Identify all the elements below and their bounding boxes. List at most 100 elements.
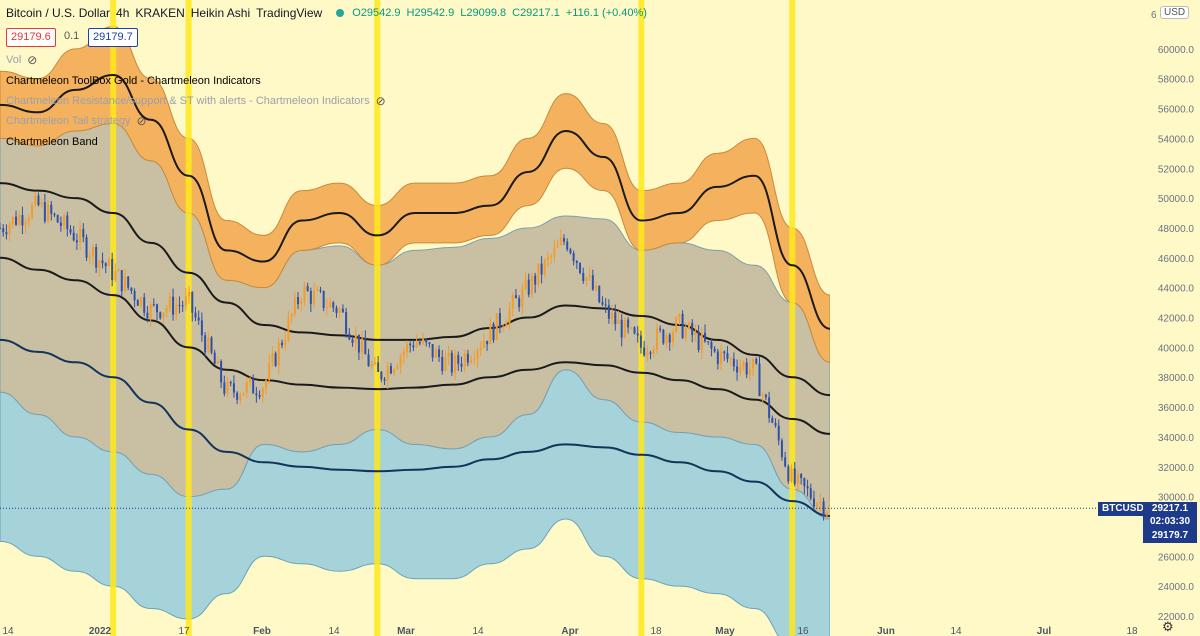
time-tick-label: 14	[950, 626, 962, 636]
candle-body	[213, 352, 216, 364]
candle-body	[716, 351, 719, 364]
candle-body	[216, 361, 219, 364]
candle-body	[127, 276, 130, 288]
indicator-vol[interactable]: Vol ⊘	[6, 51, 41, 69]
candle-body	[40, 202, 43, 206]
candle-body	[505, 323, 508, 327]
candle-body	[152, 304, 155, 306]
candle-body	[668, 334, 671, 343]
candle-body	[415, 341, 418, 348]
candle-body	[66, 215, 69, 230]
candle-body	[389, 366, 392, 374]
sell-price-button[interactable]: 29179.6	[6, 28, 56, 47]
candle-body	[332, 302, 335, 308]
candle-body	[518, 298, 521, 308]
candle-body	[800, 474, 803, 479]
eye-hidden-icon[interactable]: ⊘	[375, 94, 386, 109]
eye-hidden-icon[interactable]: ⊘	[27, 53, 38, 68]
candle-body	[639, 335, 642, 348]
candle-body	[809, 488, 812, 499]
candle-body	[396, 366, 399, 369]
symbol-title[interactable]: Bitcoin / U.S. Dollar	[6, 6, 111, 20]
candle-body	[264, 380, 267, 389]
indicator-resistance-support[interactable]: Chartmeleon Resistance/support & ST with…	[6, 92, 390, 110]
candle-body	[521, 288, 524, 308]
currency-selector[interactable]: USD	[1160, 6, 1190, 19]
time-tick-label: Mar	[397, 626, 415, 636]
candle-body	[15, 216, 18, 225]
candle-body	[281, 342, 284, 346]
candle-body	[229, 382, 232, 384]
candle-body	[784, 457, 787, 467]
candle-body	[72, 232, 75, 241]
signal-line	[789, 0, 796, 636]
candle-body	[143, 297, 146, 313]
candle-body	[117, 270, 120, 272]
candle-body	[736, 366, 739, 373]
candle-body	[329, 302, 332, 308]
candle-body	[819, 501, 822, 503]
buy-price-button[interactable]: 29179.7	[88, 28, 138, 47]
indicator-tail-strategy[interactable]: Chartmeleon Tail strategy ⊘	[6, 112, 151, 130]
candle-body	[764, 394, 767, 398]
candle-body	[601, 302, 604, 305]
candle-body	[149, 304, 152, 319]
open-value: O29542.9	[352, 7, 401, 19]
candle-body	[91, 247, 94, 257]
candle-body	[226, 382, 229, 394]
candle-body	[511, 295, 514, 309]
candle-body	[348, 333, 351, 340]
price-tick-label: 6	[1151, 10, 1157, 21]
indicator-toolbox-gold[interactable]: Chartmeleon ToolBox Gold - Chartmeleon I…	[6, 72, 265, 90]
candle-body	[697, 331, 700, 351]
ticker-label: BTCUSD	[1098, 502, 1148, 516]
candle-body	[681, 313, 684, 339]
candle-body	[380, 371, 383, 380]
candle-body	[498, 313, 501, 328]
candle-body	[322, 290, 325, 308]
candle-body	[405, 343, 408, 352]
candle-body	[473, 358, 476, 360]
candle-body	[675, 317, 678, 333]
candle-body	[745, 362, 748, 375]
candle-body	[607, 305, 610, 319]
candle-body	[82, 228, 85, 238]
candle-body	[194, 312, 197, 318]
price-tick-label: 52000.0	[1158, 164, 1195, 175]
candle-body	[50, 204, 53, 214]
candle-body	[293, 297, 296, 315]
plot-area	[0, 0, 830, 636]
low-value: L29099.8	[460, 7, 507, 19]
price-tick-label: 58000.0	[1158, 75, 1195, 86]
candle-body	[245, 382, 248, 393]
candle-body	[649, 352, 652, 354]
candle-body	[553, 247, 556, 257]
candle-body	[140, 297, 143, 306]
candle-body	[306, 286, 309, 292]
candle-body	[617, 319, 620, 325]
candle-body	[492, 323, 495, 341]
eye-hidden-icon[interactable]: ⊘	[136, 114, 147, 129]
candle-body	[184, 296, 187, 306]
indicator-band[interactable]: Chartmeleon Band	[6, 133, 102, 151]
candle-body	[386, 366, 389, 381]
upper-band-fill	[0, 25, 830, 363]
candle-body	[37, 195, 40, 206]
price-tick-label: 46000.0	[1158, 254, 1195, 265]
time-tick-label: Jul	[1037, 626, 1052, 636]
candle-body	[98, 260, 101, 268]
candle-body	[242, 392, 245, 396]
candle-body	[178, 305, 181, 307]
candle-body	[822, 501, 825, 516]
settings-gear-icon[interactable]: ⚙	[1162, 619, 1174, 634]
candle-body	[758, 363, 761, 397]
candle-body	[43, 202, 46, 222]
candle-body	[252, 377, 255, 394]
candle-body	[460, 363, 463, 367]
chart-style-label: Heikin Ashi	[190, 6, 251, 20]
interval-label[interactable]: 4h	[116, 6, 130, 20]
candle-body	[466, 353, 469, 363]
candle-body	[550, 256, 553, 258]
